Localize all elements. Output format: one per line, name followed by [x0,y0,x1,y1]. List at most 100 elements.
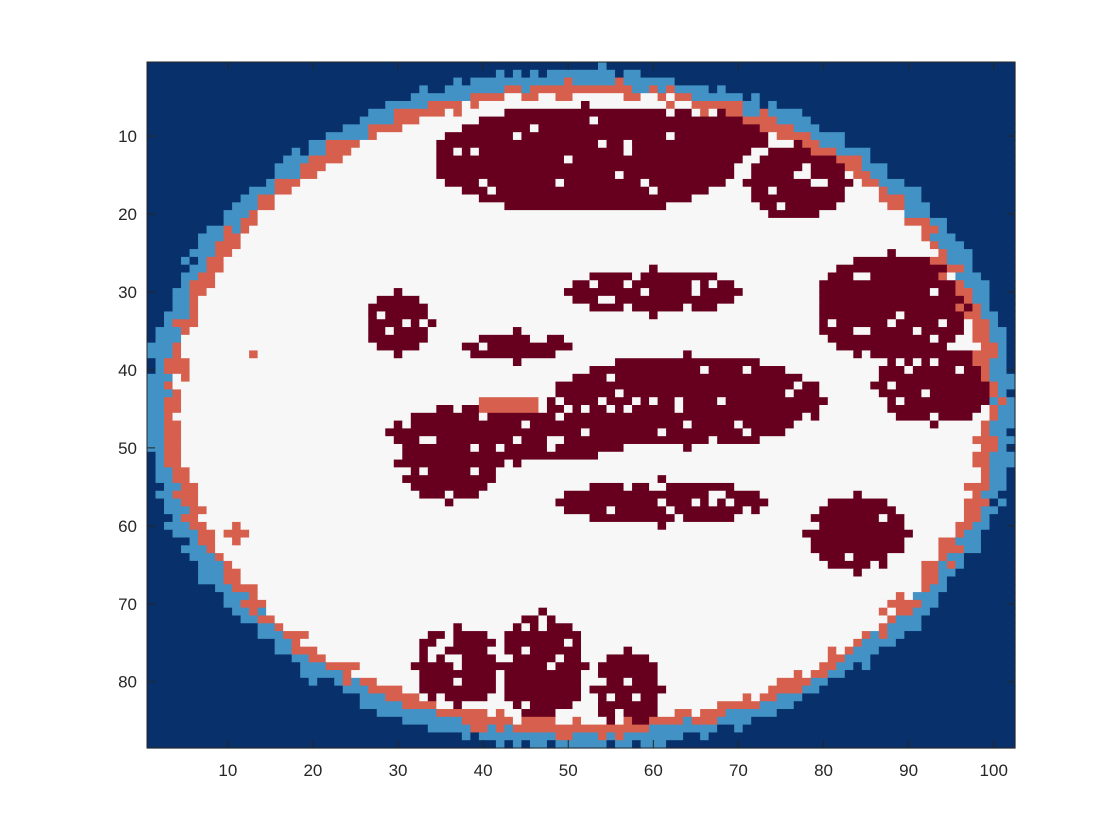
heatmap-cell [223,560,233,570]
heatmap-cell [172,467,191,476]
heatmap-cell [308,677,318,687]
heatmap-cell [589,100,667,110]
heatmap-cell [657,677,778,687]
heatmap-cell [589,428,659,437]
heatmap-cell [938,358,974,367]
heatmap-cell [529,334,548,344]
heatmap-cell [929,256,948,266]
heatmap-cell [581,654,608,663]
heatmap-cell [470,147,480,157]
heatmap-cell [198,311,369,320]
heatmap-cell [308,654,327,663]
heatmap-cell [223,233,242,242]
heatmap-cell [955,537,982,546]
heatmap-cell [546,623,574,632]
heatmap-cell [215,241,242,250]
heatmap-cell [734,295,820,305]
heatmap-cell [504,443,548,453]
heatmap-cell [708,108,718,118]
heatmap-cell [215,249,233,258]
heatmap-cell [623,280,633,289]
heatmap-cell [623,147,633,157]
heatmap-cell [215,272,591,281]
heatmap-cell [419,638,437,648]
heatmap-cell [946,225,1016,235]
heatmap-cell [427,654,437,663]
heatmap-cell [563,506,608,515]
heatmap-cell [147,716,403,726]
heatmap-cell [768,210,820,219]
heatmap-cell [444,693,488,702]
heatmap-cell [674,93,693,102]
heatmap-cell [666,740,1016,749]
heatmap-cell [393,288,403,297]
heatmap-cell [300,163,327,172]
heatmap-cell [249,529,803,539]
heatmap-cell [700,288,744,297]
heatmap-cell [419,85,429,94]
heatmap-cell [1006,350,1016,359]
heatmap-cell [164,482,182,492]
heatmap-cell [189,537,199,546]
heatmap-cell [946,256,974,266]
heatmap-cell [198,498,446,507]
heatmap-cell [666,85,676,94]
heatmap-cell [546,69,616,79]
heatmap-cell [742,116,778,125]
heatmap-cell [759,506,820,515]
heatmap-cell [436,139,599,149]
heatmap-cell [615,373,803,383]
heatmap-cell [189,366,591,375]
heatmap-cell [666,93,676,102]
heatmap-cell [887,381,897,391]
heatmap-cell [147,124,344,133]
heatmap-cell [495,467,982,476]
heatmap-cell [325,132,369,141]
heatmap-cell [257,217,905,227]
heatmap-cell [938,288,957,297]
heatmap-cell [700,280,710,289]
heatmap-cell [751,171,795,180]
heatmap-cell [453,631,488,640]
heatmap-cell [359,677,378,687]
heatmap-cell [853,638,863,648]
heatmap-cell [606,397,633,406]
heatmap-cell [895,381,991,391]
heatmap-cell [257,194,276,203]
heatmap-cell [393,459,506,468]
heatmap-cell [921,358,931,367]
heatmap-cell [691,280,701,289]
heatmap-cell [147,576,199,585]
heatmap-cell [240,241,931,250]
heatmap-cell [512,701,523,710]
heatmap-cell [351,670,420,679]
heatmap-cell [700,108,710,118]
heatmap-cell [997,342,1008,352]
heatmap-cell [955,303,965,313]
heatmap-cell [955,568,1016,578]
heatmap-cell [980,272,1016,281]
heatmap-cell [300,670,344,679]
heatmap-cell [827,334,931,344]
heatmap-cell [683,303,693,313]
heatmap-cell [538,69,548,79]
heatmap-cell [972,303,982,313]
heatmap-cell [147,210,225,219]
heatmap-cell [819,553,846,562]
heatmap-cell [504,709,523,718]
heatmap-cell [470,467,480,476]
heatmap-cell [385,327,395,336]
heatmap-cell [198,537,216,546]
heatmap-cell [581,100,591,110]
heatmap-cell [478,443,497,453]
heatmap-cell [768,108,803,118]
heatmap-cell [776,202,786,211]
heatmap-cell [836,147,871,157]
heatmap-cell [708,85,718,94]
heatmap-cell [172,350,182,359]
heatmap-cell [172,412,412,422]
heatmap-cell [181,405,437,414]
heatmap-cell [938,545,965,554]
heatmap-cell [155,467,174,476]
heatmap-cell [563,638,574,648]
